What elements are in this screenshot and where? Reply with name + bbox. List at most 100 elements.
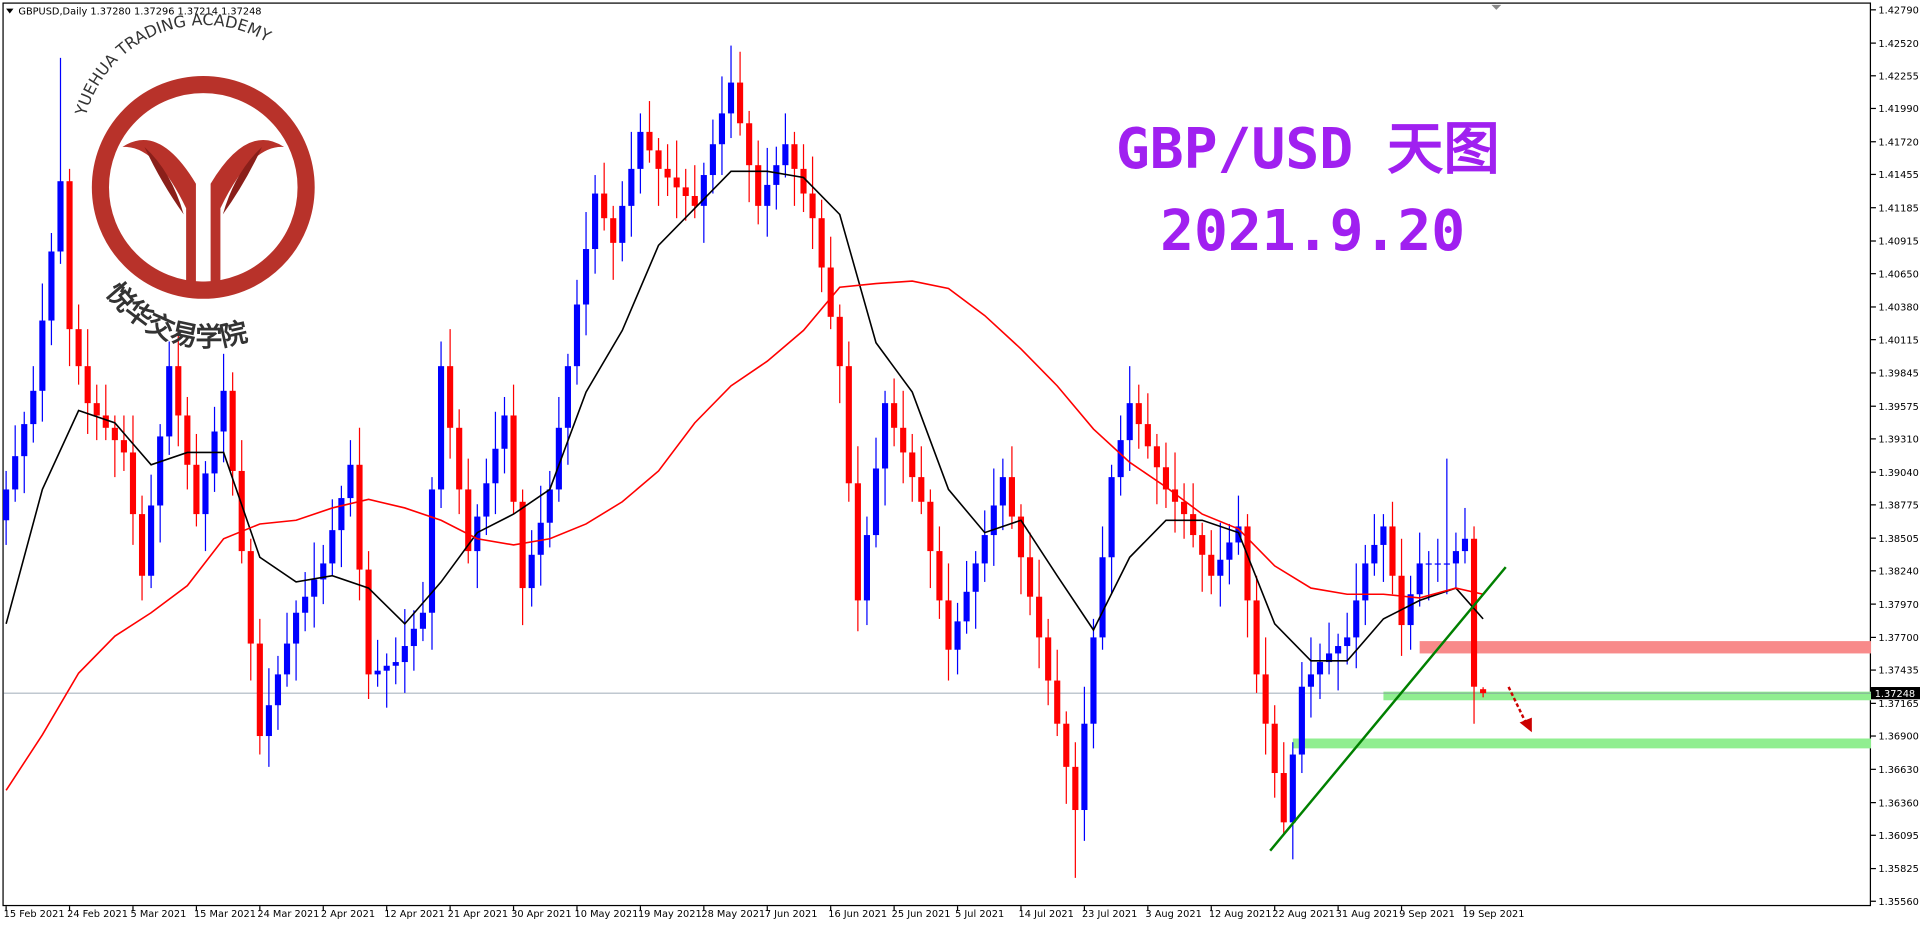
candle-body — [1208, 554, 1215, 576]
candle-body — [193, 464, 200, 515]
y-tick-label: 1.42255 — [1878, 71, 1918, 82]
candle-body — [229, 390, 236, 471]
candle-body — [30, 390, 37, 425]
candle-body — [718, 113, 726, 145]
candle-body — [1244, 526, 1251, 601]
candle-body — [1416, 563, 1423, 595]
candle-body — [238, 470, 245, 552]
y-tick-label: 1.36360 — [1878, 798, 1918, 809]
candle-body — [782, 144, 789, 166]
candle-body — [302, 596, 309, 613]
candle-body — [148, 505, 155, 576]
candle-body — [1425, 563, 1432, 565]
x-tick-label: 23 Jul 2021 — [1082, 909, 1137, 920]
candle-body — [809, 193, 816, 219]
candle-body — [202, 473, 209, 515]
candle-body — [1362, 563, 1369, 601]
header: GBPUSD,Daily 1.37280 1.37296 1.37214 1.3… — [18, 7, 261, 18]
y-tick-label: 1.41455 — [1878, 170, 1918, 181]
candle-body — [456, 427, 463, 490]
candle-body — [1371, 544, 1378, 564]
candle-body — [75, 329, 82, 367]
x-tick-label: 12 Apr 2021 — [384, 909, 444, 920]
candle-body — [492, 448, 499, 484]
candle-body — [1353, 600, 1360, 638]
candle-body — [592, 193, 599, 250]
candle-body — [247, 551, 254, 644]
candle-body — [1181, 501, 1188, 515]
x-tick-label: 25 Jun 2021 — [892, 909, 951, 920]
header-marker — [6, 8, 14, 14]
candle-body — [1008, 477, 1015, 517]
candle-body — [764, 184, 771, 206]
candle-body — [1434, 563, 1441, 565]
x-tick-label: 5 Mar 2021 — [131, 909, 187, 920]
candle-body — [1108, 477, 1115, 558]
candle-body — [365, 569, 372, 675]
candle-body — [845, 366, 852, 484]
candle-body — [546, 489, 553, 523]
candle-body — [1452, 551, 1459, 564]
candle-body — [12, 456, 19, 490]
y-tick-label: 1.40115 — [1878, 335, 1918, 346]
candle-body — [320, 563, 327, 580]
x-tick-label: 15 Feb 2021 — [4, 909, 65, 920]
candle-body — [66, 181, 73, 330]
x-tick-label: 30 Apr 2021 — [511, 909, 571, 920]
candle-body — [800, 168, 807, 194]
candle-body — [184, 415, 191, 465]
y-tick-label: 1.36630 — [1878, 765, 1918, 776]
x-tick-label: 24 Feb 2021 — [67, 909, 128, 920]
y-tick-label: 1.37700 — [1878, 633, 1918, 644]
candle-body — [1262, 674, 1269, 724]
candle-body — [1326, 653, 1333, 663]
candle-body — [1171, 489, 1179, 502]
x-tick-label: 24 Mar 2021 — [257, 909, 319, 920]
candle-body — [737, 82, 744, 124]
candle-body — [936, 551, 943, 601]
x-tick-label: 19 May 2021 — [638, 909, 702, 920]
candle-body — [1226, 542, 1233, 560]
candle-body — [773, 165, 780, 185]
candle-body — [48, 251, 55, 321]
candle-body — [220, 390, 227, 432]
candle-body — [1335, 646, 1342, 654]
candle-body — [410, 628, 417, 647]
x-tick-label: 14 Jul 2021 — [1019, 909, 1074, 920]
annotation-date: 2021.9.20 — [1160, 199, 1465, 264]
current-price-label: 1.37248 — [1875, 689, 1915, 700]
candle-body — [1461, 538, 1469, 552]
x-tick-label: 21 Apr 2021 — [448, 909, 508, 920]
candle-body — [900, 427, 907, 453]
candle-body — [1090, 637, 1097, 724]
candle-body — [573, 304, 581, 367]
candle-body — [1289, 754, 1296, 823]
shift-marker — [1491, 4, 1502, 10]
candle-body — [374, 670, 381, 675]
y-tick-label: 1.39845 — [1878, 369, 1918, 380]
candle-body — [256, 643, 263, 737]
candle-body — [972, 563, 979, 592]
plot-frame — [2, 2, 1872, 907]
candle-body — [84, 366, 91, 404]
candle-body — [682, 187, 689, 197]
candle-body — [1389, 526, 1396, 576]
annotation-title: GBP/USD 天图 — [1116, 117, 1500, 182]
y-tick-label: 1.35825 — [1878, 864, 1918, 875]
candle-body — [1054, 680, 1061, 724]
candle-body — [329, 530, 336, 564]
arrow-head — [1519, 717, 1532, 733]
y-tick-label: 1.41185 — [1878, 203, 1918, 214]
x-tick-label: 12 Aug 2021 — [1209, 909, 1272, 920]
candle-body — [438, 366, 445, 490]
candle-body — [882, 403, 889, 469]
candle-body — [791, 144, 798, 169]
candle-body — [1271, 723, 1278, 774]
candle-body — [981, 535, 988, 564]
candle-body — [1045, 637, 1052, 681]
candle-body — [564, 366, 571, 428]
candle-body — [1307, 674, 1314, 687]
y-tick-label: 1.40915 — [1878, 237, 1918, 248]
candle-body — [1398, 575, 1405, 626]
